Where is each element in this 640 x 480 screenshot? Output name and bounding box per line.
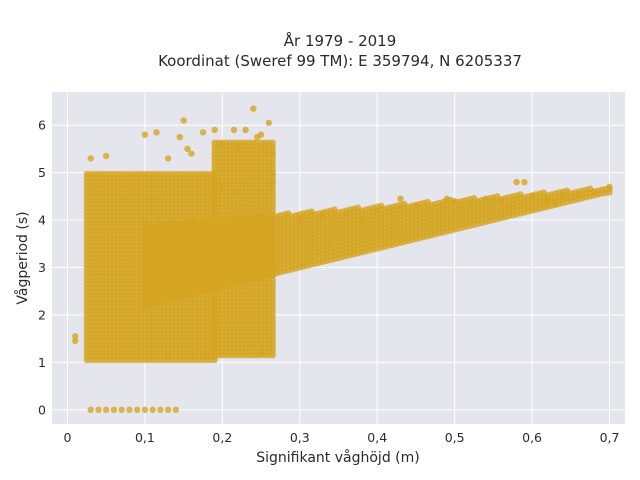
data-point	[219, 183, 226, 191]
data-point	[261, 148, 269, 155]
data-point	[230, 126, 238, 134]
data-point	[521, 178, 528, 186]
x-axis-ticks: 0 0,1 0,2 0,3 0,4 0,5 0,6 0,7	[64, 430, 620, 445]
data-point	[528, 193, 536, 200]
data-point	[149, 259, 156, 266]
x-tick-label: 0,7	[600, 430, 620, 445]
y-tick-label: 2	[38, 307, 46, 322]
data-point	[157, 406, 164, 413]
data-point	[118, 406, 125, 413]
data-point	[590, 188, 598, 195]
x-tick-label: 0,6	[522, 430, 542, 445]
data-point	[172, 259, 180, 266]
data-point	[505, 205, 513, 212]
y-tick-label: 5	[38, 165, 46, 180]
data-point	[575, 190, 582, 198]
data-point	[296, 216, 303, 224]
data-point	[172, 406, 180, 413]
x-tick-label: 0,3	[290, 430, 310, 445]
data-point	[234, 145, 242, 153]
data-point	[544, 197, 551, 205]
data-point	[552, 200, 559, 207]
data-point	[269, 139, 276, 146]
data-point	[87, 155, 94, 162]
data-point	[358, 216, 365, 224]
data-point	[319, 212, 327, 219]
data-point	[176, 133, 183, 141]
data-point	[257, 131, 265, 138]
y-tick-label: 1	[38, 355, 46, 370]
y-tick-label: 3	[38, 260, 46, 275]
data-point	[269, 171, 276, 179]
data-point	[157, 292, 164, 300]
data-point	[443, 195, 451, 202]
y-tick-label: 4	[38, 213, 46, 228]
data-point	[246, 340, 253, 347]
data-point	[126, 406, 133, 413]
data-point	[343, 209, 350, 217]
data-point	[188, 235, 195, 243]
y-axis-label: Vågperiod (s)	[14, 211, 31, 304]
data-point	[559, 193, 567, 200]
x-tick-label: 0,5	[445, 430, 465, 445]
data-point	[149, 406, 156, 413]
y-tick-label: 0	[38, 402, 46, 417]
x-tick-label: 0,2	[212, 430, 232, 445]
y-axis-ticks: 0 1 2 3 4 5 6	[38, 118, 46, 418]
data-point	[265, 119, 273, 127]
data-point	[188, 150, 195, 157]
data-point	[513, 178, 520, 186]
data-point	[87, 406, 94, 413]
data-point	[95, 406, 102, 413]
x-tick-label: 0,4	[367, 430, 387, 445]
data-point	[103, 152, 110, 160]
data-point	[103, 406, 110, 413]
data-point	[72, 337, 79, 345]
data-point	[110, 406, 118, 413]
data-point	[374, 207, 381, 214]
data-point	[164, 354, 172, 361]
data-point	[397, 195, 404, 202]
data-point	[242, 126, 249, 134]
data-point	[269, 178, 276, 186]
data-point	[153, 129, 160, 136]
data-point	[199, 129, 207, 136]
data-point	[141, 131, 149, 138]
data-point	[412, 202, 420, 210]
data-point	[257, 349, 265, 357]
chart-title-line2: Koordinat (Sweref 99 TM): E 359794, N 62…	[158, 52, 522, 70]
x-tick-label: 0,1	[135, 430, 155, 445]
data-point	[466, 202, 474, 210]
data-point	[234, 188, 242, 195]
x-tick-label: 0	[64, 430, 72, 445]
data-point	[451, 197, 458, 205]
data-point	[269, 150, 276, 157]
data-point	[250, 105, 257, 112]
data-point	[482, 195, 489, 202]
data-point	[164, 406, 172, 413]
data-point	[133, 406, 141, 413]
data-point	[219, 140, 226, 148]
data-point	[141, 406, 149, 413]
data-point	[253, 188, 261, 195]
data-point	[211, 126, 218, 134]
chart-title-line1: År 1979 - 2019	[284, 31, 397, 50]
x-axis-label: Signifikant våghöjd (m)	[256, 449, 419, 466]
data-point	[164, 155, 172, 162]
data-point	[606, 183, 613, 191]
data-point	[180, 273, 187, 281]
scatter-points	[72, 105, 613, 413]
data-point	[180, 117, 187, 124]
data-point	[203, 352, 211, 359]
y-tick-label: 6	[38, 118, 46, 133]
data-point	[497, 197, 505, 205]
